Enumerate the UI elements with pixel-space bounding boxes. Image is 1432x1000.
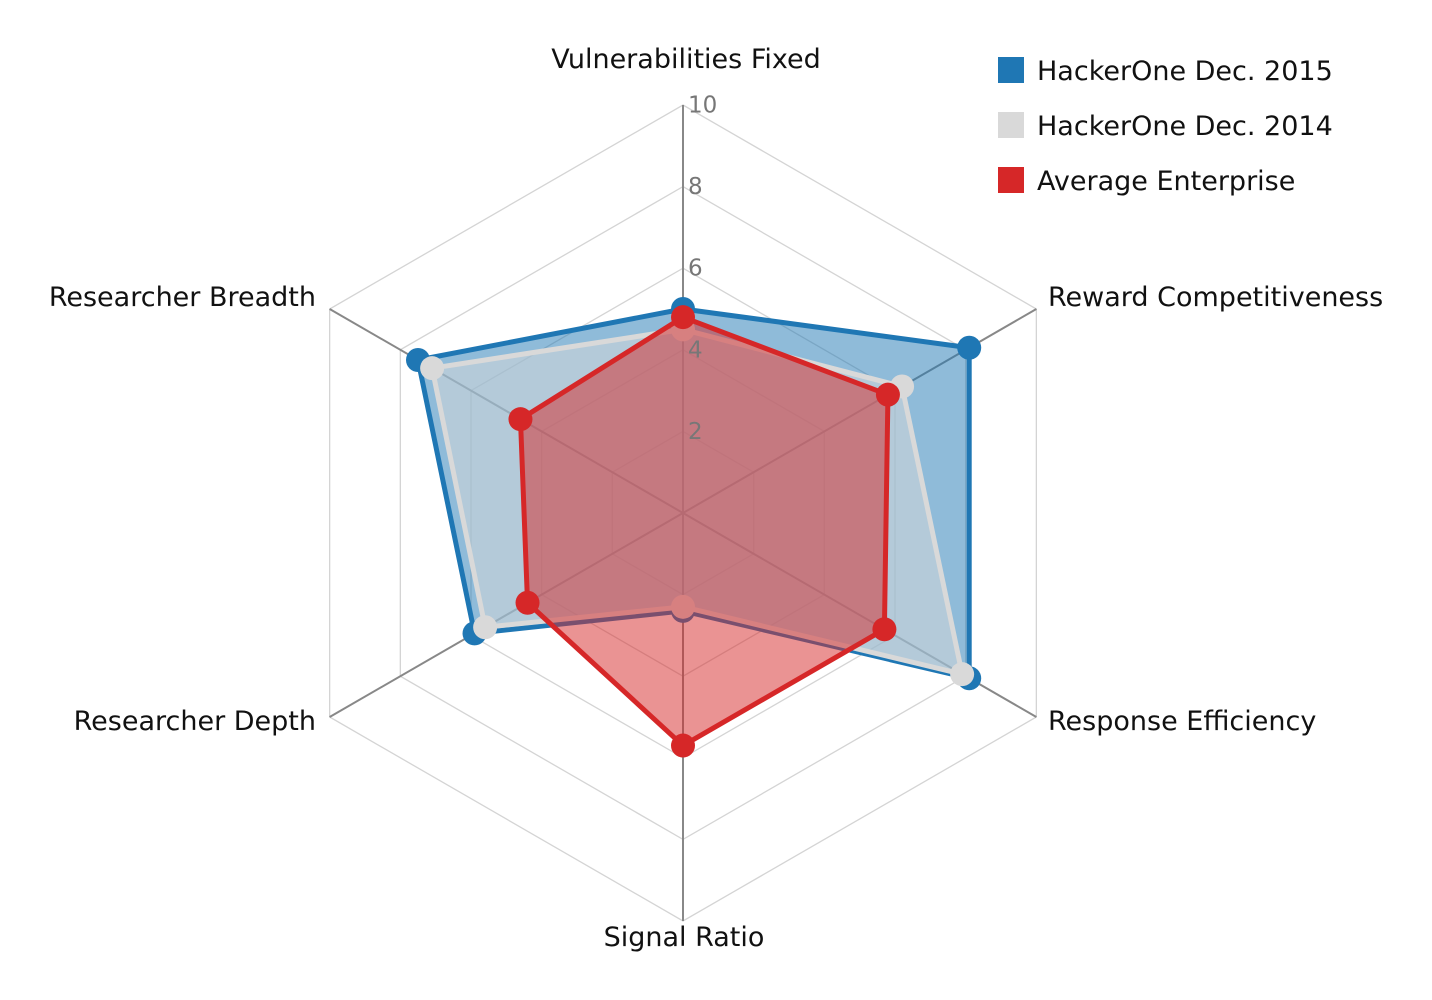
data-point (671, 733, 695, 758)
legend: HackerOne Dec. 2015 HackerOne Dec. 2014 Av… (998, 56, 1333, 197)
legend-item: HackerOne Dec. 2015 (998, 56, 1333, 87)
tick-labels: 2 4 6 8 10 (688, 93, 717, 445)
axis-label: Signal Ratio (604, 922, 765, 953)
data-point (671, 305, 695, 330)
data-point (508, 407, 533, 432)
data-point (420, 356, 445, 381)
legend-label: Average Enterprise (1037, 166, 1295, 197)
axis-label: Reward Competitiveness (1048, 282, 1383, 313)
tick-label: 6 (688, 256, 703, 282)
legend-item: Average Enterprise (998, 166, 1295, 197)
axis-label: Researcher Depth (74, 706, 316, 737)
tick-label: 2 (688, 419, 703, 445)
axis-label: Response Efficiency (1048, 706, 1316, 737)
tick-label: 4 (688, 337, 703, 363)
data-point (473, 615, 498, 640)
tick-label: 8 (688, 174, 703, 200)
data-point (950, 662, 975, 687)
series-layer (405, 297, 982, 758)
legend-swatch (998, 112, 1024, 138)
legend-item: HackerOne Dec. 2014 (998, 111, 1333, 142)
data-point (515, 590, 540, 615)
legend-label: HackerOne Dec. 2014 (1037, 111, 1333, 142)
series-2 (508, 305, 900, 758)
data-point (875, 382, 900, 407)
axis-label: Researcher Breadth (49, 282, 316, 313)
data-point (872, 617, 897, 642)
legend-label: HackerOne Dec. 2015 (1037, 56, 1333, 87)
axis-labels: Vulnerabilities Fixed Reward Competitiven… (49, 44, 1383, 953)
tick-label: 10 (688, 93, 717, 119)
axis-label: Vulnerabilities Fixed (551, 44, 821, 75)
legend-swatch (998, 57, 1024, 83)
legend-swatch (998, 167, 1024, 193)
data-point (957, 335, 982, 360)
